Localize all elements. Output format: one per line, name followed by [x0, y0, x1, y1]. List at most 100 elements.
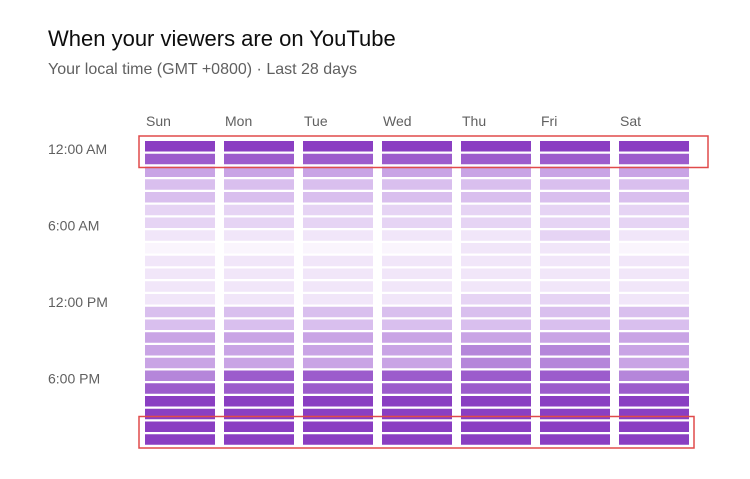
heatmap-cell: [145, 332, 215, 343]
heatmap-cell: [540, 281, 610, 292]
heatmap-cell: [382, 421, 452, 432]
heatmap-cell: [145, 421, 215, 432]
heatmap-cell: [224, 345, 294, 356]
heatmap-cell: [145, 319, 215, 330]
heatmap-cell: [540, 204, 610, 216]
heatmap-cell: [303, 421, 373, 432]
heatmap-cell: [540, 153, 610, 165]
heatmap-cell: [540, 396, 610, 407]
heatmap-cell: [303, 153, 373, 165]
heatmap-cell: [303, 281, 373, 292]
heatmap-cell: [303, 166, 373, 177]
heatmap-cell: [540, 268, 610, 279]
heatmap-cell: [461, 166, 531, 177]
heatmap-cell: [382, 383, 452, 394]
heatmap-cell: [461, 319, 531, 330]
heatmap-cell: [461, 408, 531, 420]
heatmap-cell: [145, 408, 215, 420]
heatmap-cell: [619, 357, 689, 369]
heatmap-cell: [224, 204, 294, 216]
heatmap-cell: [619, 408, 689, 420]
time-label-12-00-am: 12:00 AM: [48, 141, 107, 157]
heatmap-cell: [303, 408, 373, 420]
heatmap-cell: [303, 255, 373, 267]
heatmap-cell: [303, 345, 373, 356]
heatmap-cell: [619, 192, 689, 203]
heatmap-cell: [540, 294, 610, 305]
heatmap-cell: [145, 179, 215, 190]
heatmap-cell: [382, 204, 452, 216]
heatmap-cell: [145, 281, 215, 292]
day-label-sun: Sun: [146, 113, 171, 129]
day-label-sat: Sat: [620, 113, 641, 129]
heatmap-cell: [224, 319, 294, 330]
heatmap-cell: [540, 306, 610, 318]
heatmap-cell: [461, 192, 531, 203]
heatmap-cell: [224, 243, 294, 254]
heatmap-cell: [540, 192, 610, 203]
highlight-box: [138, 135, 709, 169]
heatmap-cell: [540, 370, 610, 381]
heatmap-cell: [461, 357, 531, 369]
heatmap-cell: [382, 255, 452, 267]
heatmap-cell: [303, 294, 373, 305]
heatmap-cell: [461, 383, 531, 394]
heatmap-cell: [540, 179, 610, 190]
heatmap-cell: [619, 230, 689, 241]
heatmap-cell: [461, 243, 531, 254]
heatmap-cell: [303, 383, 373, 394]
day-label-mon: Mon: [225, 113, 252, 129]
heatmap-cell: [540, 243, 610, 254]
heatmap-cell: [224, 383, 294, 394]
day-label-wed: Wed: [383, 113, 412, 129]
heatmap-cell: [461, 345, 531, 356]
heatmap-cell: [224, 230, 294, 241]
heatmap-cell: [145, 192, 215, 203]
heatmap-cell: [382, 192, 452, 203]
heatmap-cell: [303, 204, 373, 216]
heatmap-cell: [540, 319, 610, 330]
heatmap-cell: [540, 345, 610, 356]
heatmap-cell: [224, 268, 294, 279]
heatmap-cell: [540, 357, 610, 369]
heatmap-cell: [224, 332, 294, 343]
heatmap-cell: [382, 166, 452, 177]
heatmap-cell: [619, 383, 689, 394]
heatmap-cell: [303, 268, 373, 279]
heatmap-cell: [461, 332, 531, 343]
heatmap-cell: [540, 217, 610, 228]
heatmap-cell: [224, 281, 294, 292]
heatmap-cell: [540, 166, 610, 177]
heatmap-cell: [145, 141, 215, 152]
heatmap-cell: [382, 319, 452, 330]
heatmap-cell: [619, 421, 689, 432]
heatmap-cell: [382, 396, 452, 407]
heatmap-cell: [461, 396, 531, 407]
heatmap-cell: [303, 370, 373, 381]
heatmap-cell: [224, 306, 294, 318]
heatmap-cell: [145, 243, 215, 254]
heatmap-cell: [145, 255, 215, 267]
heatmap-cell: [619, 396, 689, 407]
day-label-fri: Fri: [541, 113, 557, 129]
heatmap-cell: [145, 383, 215, 394]
heatmap-cell: [145, 217, 215, 228]
chart-title: When your viewers are on YouTube: [48, 26, 396, 51]
heatmap-cell: [224, 434, 294, 445]
heatmap-cell: [461, 370, 531, 381]
heatmap-cell: [540, 141, 610, 152]
heatmap-cell: [382, 243, 452, 254]
heatmap-cell: [382, 345, 452, 356]
heatmap-cell: [224, 192, 294, 203]
heatmap-cell: [619, 294, 689, 305]
heatmap-cell: [461, 281, 531, 292]
heatmap-cell: [619, 306, 689, 318]
heatmap-cell: [540, 434, 610, 445]
heatmap-cell: [619, 268, 689, 279]
time-label-6-00-am: 6:00 AM: [48, 218, 99, 234]
heatmap-cell: [145, 370, 215, 381]
heatmap-cell: [540, 230, 610, 241]
heatmap-cell: [619, 204, 689, 216]
